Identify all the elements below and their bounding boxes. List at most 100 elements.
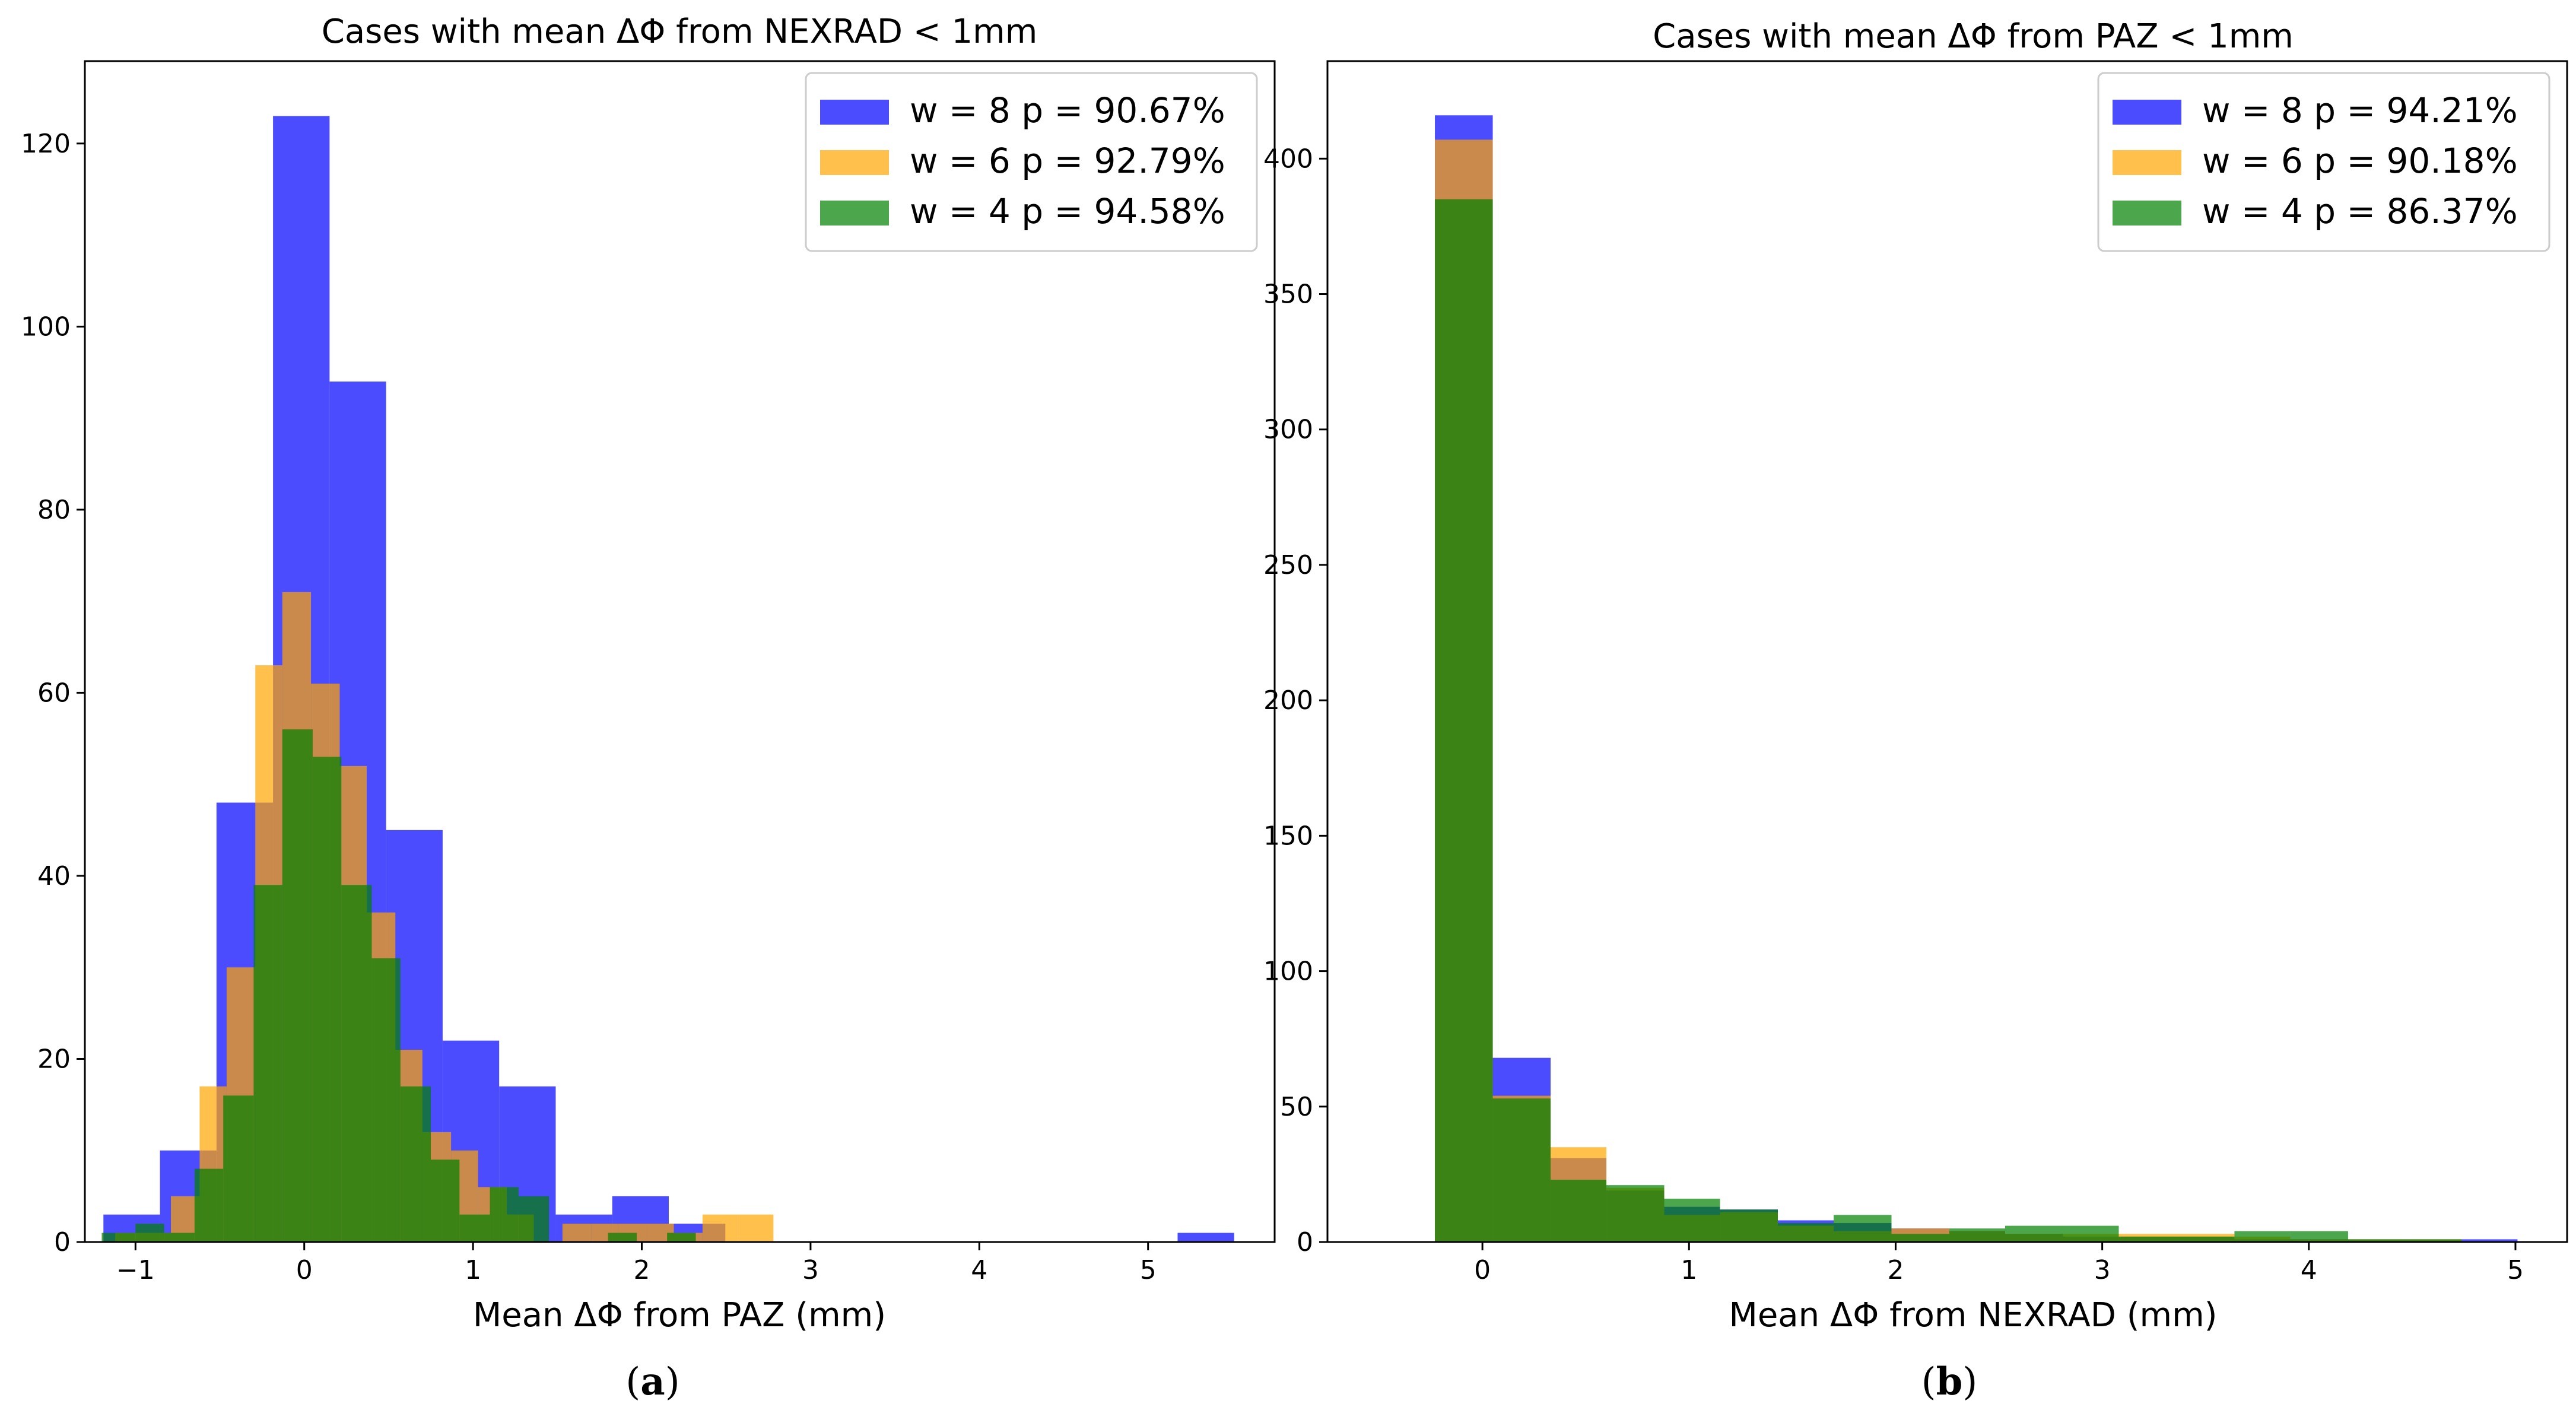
panel-b-bar — [2403, 1239, 2462, 1242]
panel-a-x-tick-label: 5 — [1140, 1255, 1157, 1285]
panel-b-legend-swatch — [2113, 201, 2181, 225]
panel-a-legend-label: w = 8 p = 90.67% — [910, 90, 1225, 131]
panel-a-axes-frame — [84, 60, 1276, 1243]
panel-a-bar — [459, 1214, 490, 1242]
panel-b-legend-swatch — [2113, 150, 2181, 175]
panel-a-bar — [135, 1224, 164, 1242]
panel-b-y-tick-label: 300 — [1263, 415, 1313, 445]
panel-a-bar — [101, 1233, 136, 1242]
panel-a-x-tick-label: 1 — [465, 1255, 481, 1285]
panel-a-legend-swatch — [820, 100, 889, 125]
panel-a-x-tick-label: 2 — [634, 1255, 650, 1285]
panel-a-legend-swatch — [820, 150, 889, 175]
panel-a-y-tick-label: 0 — [54, 1227, 71, 1257]
panel-a-bar — [702, 1214, 738, 1242]
panel-b-y-tick-label: 400 — [1263, 144, 1313, 174]
panel-b-x-tick-label: 0 — [1474, 1255, 1491, 1285]
panel-b-legend-label: w = 6 p = 90.18% — [2202, 141, 2518, 181]
panel-b-bar — [1664, 1198, 1720, 1242]
panel-a-bar — [431, 1160, 460, 1242]
panel-b-legend-swatch — [2113, 100, 2181, 125]
panel-b-series-2 — [1435, 199, 2462, 1242]
panel-b-title: Cases with mean ΔΦ from PAZ < 1mm — [1653, 17, 2294, 56]
panel-b-bar — [2290, 1231, 2348, 1242]
panel-b-bar — [1435, 199, 1493, 1242]
panel-a-bar — [194, 1168, 224, 1242]
panel-b-bar — [2348, 1239, 2404, 1242]
panel-b-bar — [1891, 1234, 1949, 1242]
panel-a-bar — [562, 1224, 592, 1242]
panel-a-y-tick-label: 100 — [21, 312, 71, 342]
panel-a-bar — [282, 729, 313, 1242]
panel-a-series-2 — [101, 729, 696, 1242]
panel-a-legend-label: w = 6 p = 92.79% — [910, 141, 1225, 181]
panel-a-bar — [608, 1233, 637, 1242]
panel-b-bar — [1606, 1185, 1665, 1242]
panel-b-x-tick-label: 4 — [2301, 1255, 2317, 1285]
panel-b-x-tick-label: 3 — [2094, 1255, 2111, 1285]
panel-b-bar — [1778, 1223, 1834, 1242]
panel-a-legend: w = 8 p = 90.67% w = 6 p = 92.79% w = 4 p … — [805, 72, 1258, 252]
panel-a-bar — [1177, 1233, 1234, 1242]
panel-a-x-tick-label: 3 — [802, 1255, 819, 1285]
histogram-panel-a: Cases with mean ΔΦ from NEXRAD < 1mm −1 0… — [21, 12, 1276, 1404]
panel-b-legend-label: w = 4 p = 86.37% — [2202, 191, 2518, 231]
panel-a-x-tick-label: 0 — [296, 1255, 313, 1285]
panel-b-y-tick-label: 50 — [1280, 1092, 1313, 1122]
panel-b-legend-label: w = 8 p = 94.21% — [2202, 90, 2518, 131]
panel-a-bar — [164, 1233, 195, 1242]
panel-b-bar — [2005, 1225, 2063, 1242]
panel-a-x-tick-label: −1 — [116, 1255, 155, 1285]
panel-a-caption: (a) — [625, 1360, 679, 1404]
panel-a-bar — [371, 958, 401, 1242]
panel-b-bar — [2063, 1225, 2119, 1242]
panel-b-x-tick-label: 5 — [2507, 1255, 2524, 1285]
panel-b-caption-letter: b — [1936, 1360, 1963, 1404]
panel-a-bar — [490, 1187, 519, 1242]
panel-b-bar — [1949, 1228, 2005, 1242]
panel-a-y-tick-label: 120 — [21, 129, 71, 159]
panel-b-x-axis-label: Mean ΔΦ from NEXRAD (mm) — [1729, 1296, 2218, 1335]
panel-b-x-tick-label: 1 — [1681, 1255, 1697, 1285]
panel-a-bar — [223, 1095, 254, 1242]
panel-a-bar — [312, 757, 342, 1242]
panel-a-series-1 — [115, 592, 774, 1242]
panel-a-y-tick-label: 40 — [37, 861, 71, 891]
panel-b-x-tick-label: 2 — [1887, 1255, 1904, 1285]
panel-a-legend-box — [805, 72, 1258, 252]
panel-a-bar — [253, 885, 282, 1242]
histogram-panel-b: Cases with mean ΔΦ from PAZ < 1mm 0 1 2 3 4 5… — [1263, 17, 2568, 1404]
panel-b-bar — [2176, 1236, 2235, 1242]
panel-a-caption-letter: a — [640, 1360, 665, 1404]
panel-b-y-tick-label: 200 — [1263, 685, 1313, 716]
panel-b-bar — [2461, 1239, 2518, 1242]
panel-b-y-tick-label: 250 — [1263, 550, 1313, 580]
panel-a-x-tick-label: 4 — [971, 1255, 987, 1285]
panel-b-y-tick-label: 0 — [1297, 1227, 1313, 1257]
panel-b-legend-box — [2097, 72, 2550, 252]
panel-b-bar — [2118, 1236, 2177, 1242]
panel-a-title: Cases with mean ΔΦ from NEXRAD < 1mm — [322, 12, 1038, 51]
panel-b-series-0 — [1435, 115, 2518, 1242]
panel-a-bar — [400, 1086, 431, 1242]
panel-b-bar — [1720, 1209, 1778, 1242]
panel-a-legend-swatch — [820, 201, 889, 225]
panel-a-bar — [667, 1233, 696, 1242]
panel-b-y-tick-label: 100 — [1263, 957, 1313, 987]
panel-a-legend-label: w = 4 p = 94.58% — [910, 191, 1225, 231]
panel-b-series-1 — [1435, 139, 2462, 1243]
panel-a-y-tick-label: 60 — [37, 678, 71, 708]
panel-b-caption: (b) — [1921, 1360, 1978, 1404]
panel-b-bar — [1551, 1180, 1607, 1242]
panel-a-bar — [518, 1196, 549, 1242]
panel-b-y-tick-label: 350 — [1263, 279, 1313, 310]
panel-b-axes-frame — [1326, 60, 2568, 1243]
panel-b-legend: w = 8 p = 94.21% w = 6 p = 90.18% w = 4 p … — [2097, 72, 2550, 252]
panel-a-y-tick-label: 80 — [37, 495, 71, 525]
panel-a-bar — [738, 1214, 774, 1242]
panel-b-bar — [1492, 1098, 1551, 1242]
panel-a-y-tick-label: 20 — [37, 1044, 71, 1074]
